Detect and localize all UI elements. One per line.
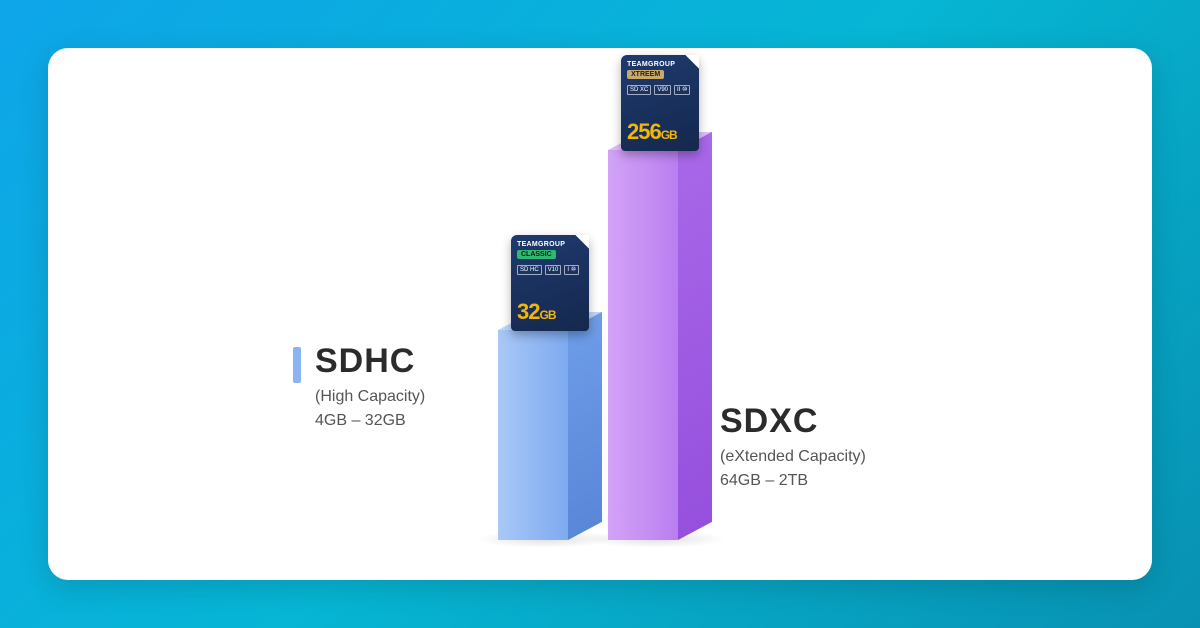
- bar-side: [568, 312, 602, 540]
- bar-front: [608, 150, 678, 540]
- sdhc-subtitle: (High Capacity): [315, 388, 425, 406]
- sdxc-spec-left: SD XC: [627, 85, 651, 95]
- sdhc-text: SDHC (High Capacity) 4GB – 32GB: [315, 343, 425, 430]
- sdhc-capacity-value: 32: [517, 299, 539, 324]
- sdxc-sd-card: TEAMGROUP XTREEM SD XC V90 II ⑩ 256GB: [621, 55, 699, 151]
- sdhc-capacity-unit: GB: [539, 308, 555, 322]
- sdxc-label-block: SDXC (eXtended Capacity) 64GB – 2TB: [698, 403, 866, 490]
- sdxc-capacity-value: 256: [627, 119, 661, 144]
- sdhc-spec-left: SD HC: [517, 265, 542, 275]
- sdhc-label-block: SDHC (High Capacity) 4GB – 32GB: [293, 343, 425, 430]
- sdxc-capacity: 256GB: [627, 119, 693, 145]
- sdxc-text: SDXC (eXtended Capacity) 64GB – 2TB: [720, 403, 866, 490]
- sdhc-specs: SD HC V10 I ⑩: [517, 265, 583, 275]
- sdhc-title: SDHC: [315, 343, 425, 380]
- bar-side: [678, 132, 712, 540]
- sdhc-spec-right: I ⑩: [564, 265, 579, 275]
- sdhc-sd-card: TEAMGROUP CLASSIC SD HC V10 I ⑩ 32GB: [511, 235, 589, 331]
- sdxc-spec-right: II ⑩: [674, 85, 690, 95]
- sdhc-capacity: 32GB: [517, 299, 583, 325]
- content-card: SDHC (High Capacity) 4GB – 32GB SDXC (eX…: [48, 48, 1152, 580]
- sdhc-tag: CLASSIC: [517, 250, 556, 259]
- sdhc-accent: [293, 347, 301, 383]
- sdxc-range: 64GB – 2TB: [720, 472, 866, 490]
- sdxc-title: SDXC: [720, 403, 866, 440]
- sdxc-brand: TEAMGROUP: [627, 61, 693, 68]
- sdxc-spec-mid: V90: [654, 85, 671, 95]
- sdhc-spec-mid: V10: [545, 265, 562, 275]
- bar-front: [498, 330, 568, 540]
- sdxc-capacity-unit: GB: [661, 128, 677, 142]
- sdhc-range: 4GB – 32GB: [315, 412, 425, 430]
- sdxc-tag: XTREEM: [627, 70, 664, 79]
- sdxc-specs: SD XC V90 II ⑩: [627, 85, 693, 95]
- sdxc-subtitle: (eXtended Capacity): [720, 448, 866, 466]
- sdhc-brand: TEAMGROUP: [517, 241, 583, 248]
